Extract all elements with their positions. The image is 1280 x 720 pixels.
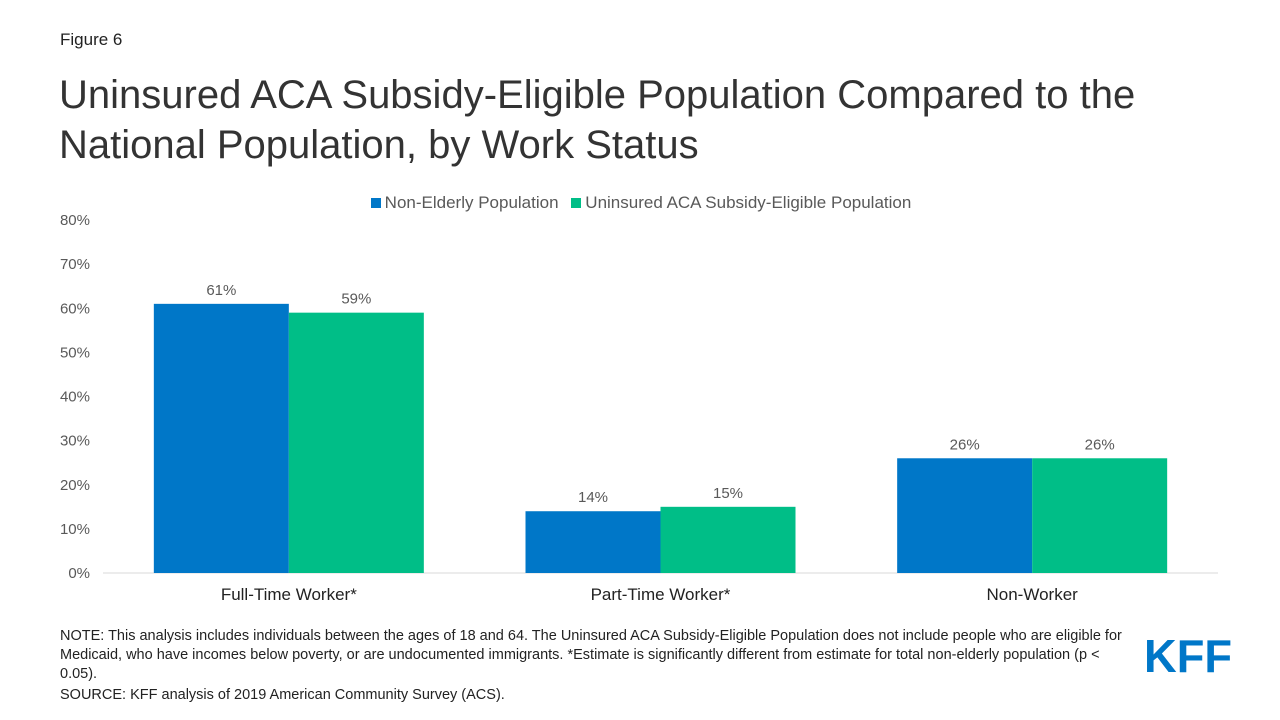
y-tick-label: 20% [60,477,90,494]
bar-non-elderly-1 [525,511,661,573]
figure-label: Figure 6 [60,30,123,49]
source: SOURCE: KFF analysis of 2019 American Co… [60,687,505,703]
legend: Non-Elderly Population Uninsured ACA Sub… [0,193,1280,213]
bar-uninsured-2 [1032,458,1168,573]
legend-label: Non-Elderly Population [384,193,559,212]
y-tick-label: 60% [60,300,90,317]
y-tick-label: 0% [68,565,90,582]
data-label: 59% [341,291,371,308]
data-label: 14% [578,489,608,506]
legend-item-non-elderly: Non-Elderly Population [369,193,559,212]
y-tick-label: 30% [60,433,90,450]
x-tick-label: Full-Time Worker* [221,585,357,604]
svg-text:KFF: KFF [1144,636,1232,676]
data-label: 26% [1085,436,1115,453]
legend-swatch [571,198,582,208]
legend-swatch [370,198,381,208]
x-tick-label: Non-Worker [987,585,1079,604]
data-label: 15% [713,485,743,502]
legend-label: Uninsured ACA Subsidy-Eligible Populatio… [585,193,912,212]
chart-title: Uninsured ACA Subsidy-Eligible Populatio… [59,73,1136,167]
y-tick-label: 70% [60,256,90,273]
data-label: 61% [206,282,236,299]
bar-uninsured-1 [660,506,796,573]
y-tick-label: 80% [60,212,90,229]
note: NOTE: This analysis includes individuals… [60,628,1122,682]
data-label: 26% [950,436,980,453]
bar-non-elderly-0 [153,303,289,573]
x-tick-label: Part-Time Worker* [591,585,731,604]
bar-non-elderly-2 [897,458,1033,573]
y-tick-label: 10% [60,521,90,538]
y-tick-label: 40% [60,389,90,406]
kff-logo: KFF [1144,630,1234,682]
y-tick-label: 50% [60,344,90,361]
bar-uninsured-0 [288,312,424,573]
legend-item-uninsured: Uninsured ACA Subsidy-Eligible Populatio… [569,193,911,212]
